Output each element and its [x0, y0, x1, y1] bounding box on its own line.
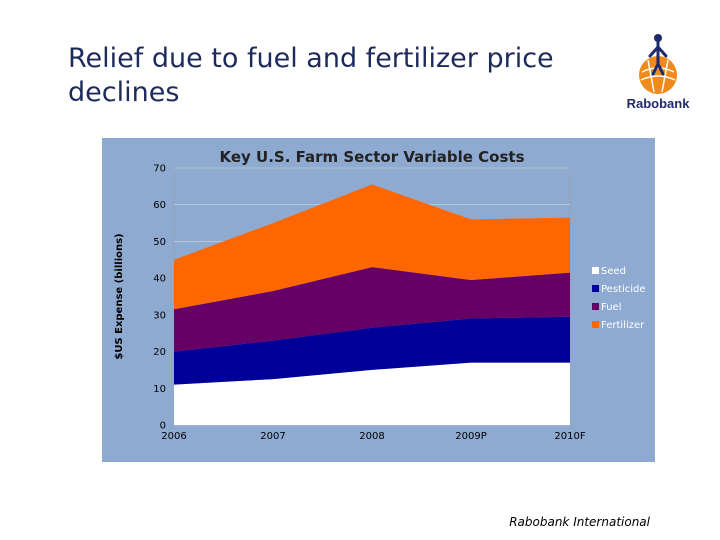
y-tick-label: 70 — [153, 164, 166, 175]
legend-swatch-fertilizer — [592, 321, 599, 328]
legend-swatch-pesticide — [592, 285, 599, 292]
y-tick-label: 30 — [153, 310, 166, 321]
y-tick-label: 10 — [153, 384, 166, 395]
legend-label-seed: Seed — [601, 266, 626, 277]
x-tick-label: 2007 — [260, 431, 285, 442]
area-pesticide — [174, 316, 570, 385]
chart-title: Key U.S. Farm Sector Variable Costs — [219, 148, 524, 166]
x-tick-label: 2006 — [161, 431, 186, 442]
area-fertilizer — [174, 184, 570, 310]
logo-wordmark: Rabobank — [626, 96, 690, 111]
area-seed — [174, 362, 570, 425]
footer-text: Rabobank International — [509, 515, 650, 529]
legend-swatch-seed — [592, 267, 599, 274]
legend-swatch-fuel — [592, 303, 599, 310]
slide-title: Relief due to fuel and fertilizer price … — [68, 43, 554, 108]
rabobank-logo: Rabobank — [612, 30, 704, 120]
y-tick-label: 50 — [153, 237, 166, 248]
legend-label-fuel: Fuel — [601, 302, 621, 313]
farm-costs-chart: 0 10 20 30 40 50 60 70 2006 2007 2008 2009P 2010F K… — [102, 138, 655, 462]
x-tick-label: 2010F — [554, 431, 585, 442]
legend-label-fertilizer: Fertilizer — [601, 320, 645, 331]
y-tick-label: 40 — [153, 274, 166, 285]
area-fuel — [174, 267, 570, 352]
rabobank-logo-icon — [639, 34, 677, 94]
y-tick-label: 60 — [153, 200, 166, 211]
y-axis-label: $US Expense (billions) — [114, 233, 125, 359]
x-tick-label: 2009P — [455, 431, 486, 442]
y-tick-label: 0 — [160, 421, 166, 432]
x-tick-label: 2008 — [359, 431, 384, 442]
y-axis-ticks: 0 10 20 30 40 50 60 70 — [153, 164, 166, 432]
legend: Seed Pesticide Fuel Fertilizer — [592, 266, 646, 331]
area-series — [174, 184, 570, 425]
y-tick-label: 20 — [153, 347, 166, 358]
x-axis-ticks: 2006 2007 2008 2009P 2010F — [161, 431, 586, 442]
legend-label-pesticide: Pesticide — [601, 284, 646, 295]
